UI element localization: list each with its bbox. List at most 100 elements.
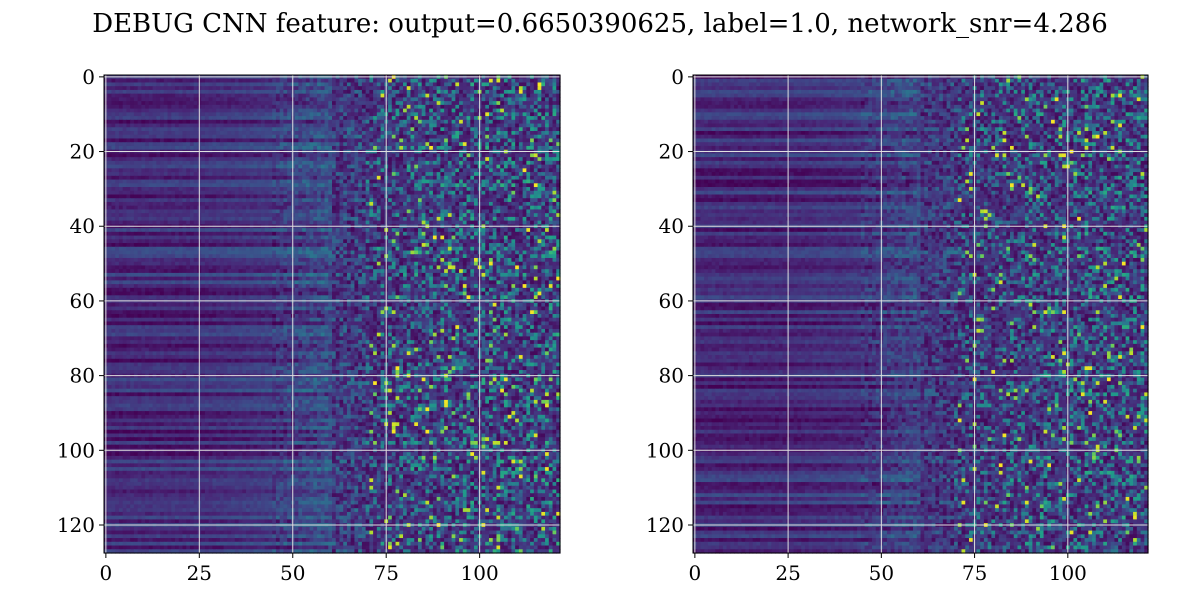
heatmap-cell — [339, 201, 344, 207]
heatmap-cell — [264, 93, 270, 98]
heatmap-cell — [186, 123, 191, 128]
heatmap-cell — [395, 190, 400, 196]
heatmap-cell — [515, 112, 520, 117]
heatmap-cell — [440, 116, 445, 121]
heatmap-cell — [526, 93, 531, 98]
heatmap-cell — [358, 127, 363, 132]
heatmap-cell — [545, 205, 550, 211]
heatmap-cell — [178, 89, 184, 95]
heatmap-cell — [246, 164, 251, 169]
heatmap-cell — [160, 168, 165, 173]
heatmap-cell — [350, 108, 356, 113]
heatmap-cell — [328, 127, 333, 132]
heatmap-cell — [429, 216, 434, 222]
heatmap-cell — [305, 142, 311, 147]
heatmap-cell — [328, 209, 333, 214]
heatmap-cell — [406, 112, 412, 117]
heatmap-cell — [328, 138, 333, 143]
heatmap-cell — [556, 119, 561, 125]
heatmap-cell — [507, 97, 513, 102]
heatmap-cell — [309, 108, 314, 113]
heatmap-cell — [302, 187, 307, 192]
heatmap-cell — [522, 82, 527, 87]
heatmap-cell — [556, 86, 561, 91]
heatmap-cell — [328, 164, 333, 169]
heatmap-cell — [122, 142, 128, 147]
heatmap-cell — [444, 101, 449, 106]
heatmap-cell — [343, 220, 348, 225]
heatmap-cell — [313, 134, 318, 140]
heatmap-cell — [459, 78, 464, 84]
heatmap-cell — [201, 172, 206, 177]
heatmap-cell — [522, 116, 527, 121]
heatmap-cell — [380, 112, 385, 117]
heatmap-cell — [227, 216, 232, 222]
heatmap-cell — [440, 138, 445, 143]
heatmap-cell — [249, 179, 255, 184]
heatmap-cell — [189, 172, 195, 177]
heatmap-cell — [339, 168, 344, 173]
heatmap-cell — [152, 104, 157, 110]
heatmap-cell — [410, 164, 415, 169]
heatmap-cell — [417, 142, 423, 147]
heatmap-cell — [511, 179, 516, 184]
heatmap-cell — [403, 123, 408, 128]
heatmap-cell — [339, 153, 344, 158]
heatmap-cell — [373, 138, 378, 143]
heatmap-cell — [141, 216, 146, 222]
heatmap-cell — [395, 205, 400, 211]
heatmap-cell — [447, 131, 453, 136]
heatmap-cell — [358, 160, 363, 166]
heatmap-cell — [417, 86, 423, 91]
heatmap-cell — [444, 127, 449, 132]
heatmap-cell — [118, 198, 124, 203]
heatmap-cell — [167, 131, 172, 136]
heatmap-cell — [462, 145, 468, 151]
heatmap-cell — [470, 78, 475, 84]
heatmap-cell — [189, 116, 195, 121]
heatmap-cell — [275, 153, 281, 158]
heatmap-cell — [264, 145, 270, 151]
heatmap-cell — [227, 187, 232, 192]
heatmap-cell — [361, 205, 367, 211]
heatmap-cell — [399, 216, 404, 222]
heatmap-cell — [332, 153, 337, 158]
heatmap-cell — [541, 183, 546, 188]
heatmap-cell — [526, 213, 531, 218]
heatmap-cell — [148, 157, 154, 162]
heatmap-cell — [533, 160, 539, 166]
heatmap-cell — [380, 145, 385, 151]
heatmap-cell — [417, 201, 423, 207]
heatmap-cell — [432, 104, 438, 110]
heatmap-cell — [238, 123, 243, 128]
heatmap-cell — [193, 104, 199, 110]
heatmap-cell — [309, 183, 314, 188]
heatmap-cell — [444, 157, 449, 162]
heatmap-cell — [410, 142, 415, 147]
heatmap-cell — [358, 82, 363, 87]
heatmap-cell — [369, 89, 374, 95]
heatmap-cell — [130, 89, 135, 95]
heatmap-cell — [414, 194, 419, 199]
heatmap-cell — [238, 157, 243, 162]
heatmap-cell — [466, 187, 471, 192]
heatmap-cell — [500, 153, 505, 158]
heatmap-cell — [335, 86, 341, 91]
heatmap-cell — [178, 190, 184, 196]
heatmap-cell — [107, 179, 113, 184]
heatmap-cell — [145, 119, 150, 125]
heatmap-cell — [328, 168, 333, 173]
heatmap-cell — [406, 194, 412, 199]
heatmap-cell — [272, 153, 277, 158]
heatmap-cell — [447, 194, 453, 199]
heatmap-cell — [414, 205, 419, 211]
heatmap-cell — [137, 101, 142, 106]
heatmap-cell — [163, 145, 169, 151]
heatmap-cell — [111, 123, 116, 128]
heatmap-cell — [556, 213, 561, 218]
heatmap-cell — [414, 190, 419, 196]
heatmap-cell — [234, 220, 240, 225]
heatmap-cell — [425, 164, 430, 169]
heatmap-cell — [320, 131, 326, 136]
heatmap-cell — [328, 108, 333, 113]
